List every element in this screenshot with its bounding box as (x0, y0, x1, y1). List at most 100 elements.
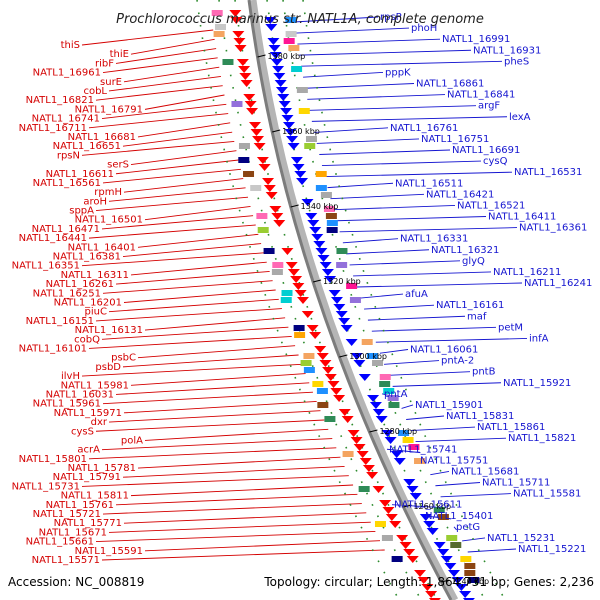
gene-arrow-plus (406, 486, 419, 493)
kbp-tick (290, 204, 299, 208)
gene-arrow-minus (265, 192, 278, 199)
gene-label-right: pntB (472, 367, 496, 378)
gene-label-right: NATL1_15581 (513, 489, 581, 500)
gene-label-left: cysS (71, 426, 94, 437)
gene-label-left: NATL1_16311 (61, 270, 129, 281)
gene-label-left: cobL (83, 86, 107, 97)
gene-arrow-minus (330, 388, 343, 395)
kbp-tick (441, 579, 450, 583)
gene-label-right: NATL1_15401 (425, 511, 493, 522)
gene-arrow-minus (372, 486, 385, 493)
gene-arrow-minus (417, 577, 430, 584)
ring-guide-4 (282, 0, 486, 600)
gene-category-block (414, 458, 426, 464)
label-connector (88, 224, 256, 239)
gene-arrow-plus (317, 255, 330, 262)
gene-arrow-plus (313, 241, 326, 248)
gene-arrow-plus (277, 94, 290, 101)
gene-label-left: NATL1_16351 (12, 261, 80, 272)
gene-label-right: NATL1_16521 (457, 200, 525, 211)
gene-label-left: ilvH (61, 371, 80, 382)
gene-arrow-minus (253, 143, 266, 150)
gene-label-right: rpsP (380, 12, 402, 23)
gene-category-block (387, 395, 399, 401)
kbp-tick (339, 354, 348, 358)
gene-category-block (214, 24, 226, 30)
label-connector (95, 85, 223, 101)
label-connector (314, 127, 389, 133)
gene-arrow-plus (267, 38, 280, 45)
gene-arrow-minus (425, 591, 438, 598)
gene-arrow-minus (309, 332, 322, 339)
gene-arrow-minus (296, 297, 309, 304)
label-connector (384, 360, 440, 365)
gene-label-left: cobQ (74, 334, 100, 345)
gene-label-left: NATL1_15571 (32, 555, 100, 566)
gene-category-block (460, 556, 472, 562)
gene-category-block (304, 143, 316, 149)
gene-category-block (361, 339, 373, 345)
gene-category-block (383, 388, 395, 394)
accession-text: Accession: NC_008819 (8, 575, 144, 589)
backbone-shadow (249, 0, 459, 600)
gene-label-right: maf (467, 311, 487, 322)
gene-label-right: NATL1_16331 (400, 234, 468, 245)
gene-label-right: NATL1_15611 (394, 500, 462, 511)
label-connector (295, 27, 410, 34)
gene-label-left: rpmH (94, 187, 122, 198)
gene-label-right: NATL1_16511 (395, 178, 463, 189)
label-connector (435, 482, 481, 487)
gene-label-left: NATL1_15721 (33, 509, 101, 520)
label-connector (144, 94, 225, 110)
gene-arrow-minus (269, 206, 282, 213)
gene-category-block (238, 157, 250, 163)
gene-category-block (450, 542, 462, 548)
kbp-label: 1320 kbp (323, 277, 361, 286)
gene-label-left: NATL1_16381 (53, 252, 121, 263)
gene-arrow-plus (270, 59, 283, 66)
label-connector (81, 363, 303, 377)
gene-arrow-minus (230, 17, 243, 24)
gene-category-block (346, 283, 358, 289)
gene-arrow-plus (409, 493, 422, 500)
label-connector (336, 216, 487, 222)
gene-label-left: sppA (69, 206, 94, 217)
label-connector (388, 371, 471, 376)
gene-label-right: NATL1_16061 (410, 345, 478, 356)
label-connector (115, 270, 270, 285)
gene-arrow-minus (263, 185, 276, 192)
label-connector (144, 540, 381, 552)
gene-category-block (324, 416, 336, 422)
gene-label-right: NATL1_15751 (420, 455, 488, 466)
gene-category-block (342, 451, 354, 457)
gene-arrow-minus (314, 346, 327, 353)
label-connector (353, 271, 492, 277)
label-connector (406, 415, 445, 420)
gene-category-block (315, 185, 327, 191)
kbp-label: 1300 kbp (349, 352, 387, 361)
backbone-kbp-ticks: 1380 kbp 1360 kbp 1340 kbp 1320 kbp 1300 kbp… (257, 52, 489, 586)
label-connector (430, 470, 450, 476)
label-connector (339, 227, 518, 233)
gene-arrow-minus (399, 542, 412, 549)
label-connector (319, 149, 451, 155)
gene-label-left: NATL1_16711 (19, 123, 87, 134)
label-connector (123, 289, 276, 303)
label-connector (101, 549, 385, 561)
gene-arrow-plus (324, 276, 337, 283)
gene-label-right: NATL1_15831 (446, 411, 514, 422)
gene-arrow-minus (306, 325, 319, 332)
gene-label-left: rpsN (57, 150, 80, 161)
gene-arrow-plus (272, 66, 285, 73)
label-connector (122, 465, 345, 478)
gene-arrow-minus (250, 129, 263, 136)
gene-arrow-minus (327, 381, 340, 388)
gene-category-block (402, 437, 414, 443)
gene-category-block (288, 45, 300, 51)
gene-category-block (446, 535, 458, 541)
gene-arrow-minus (382, 507, 395, 514)
label-connector (305, 83, 415, 89)
gene-arrow-minus (347, 430, 360, 437)
gene-arrow-minus (338, 409, 351, 416)
